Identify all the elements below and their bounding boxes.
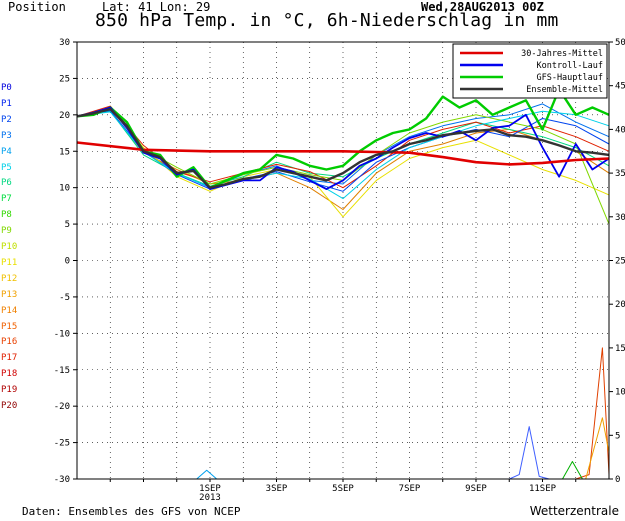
member-label: P10 <box>1 242 18 252</box>
run-date: Wed,28AUG2013 00Z <box>421 0 544 14</box>
series-precip-spike-4 <box>562 461 583 480</box>
member-label: P6 <box>1 178 12 189</box>
legend: 30-Jahres-Mittel Kontroll-Lauf GFS-Hauptla… <box>452 43 608 99</box>
y-tick-label-left: 0 <box>65 257 70 267</box>
member-label: P2 <box>1 114 12 125</box>
legend-label: Ensemble-Mittel <box>526 85 603 95</box>
legend-label: 30-Jahres-Mittel <box>521 49 603 59</box>
y-tick-label-right: 30 <box>615 213 625 223</box>
y-tick-label-left: 15 <box>59 147 70 157</box>
series-precip-spike-3 <box>585 417 610 480</box>
member-label: P16 <box>1 337 18 348</box>
x-tick-label: 5SEP <box>332 484 354 494</box>
x-tick-label: 11SEP <box>529 484 557 494</box>
member-label: P18 <box>1 369 18 380</box>
y-tick-label-left: -15 <box>54 366 70 376</box>
data-source: Daten: Ensembles des GFS von NCEP <box>22 505 241 518</box>
y-tick-label-right: 40 <box>615 125 625 135</box>
member-label: P8 <box>1 210 12 221</box>
x-tick-label: 9SEP <box>465 484 487 494</box>
position-label: Position <box>8 0 66 14</box>
y-tick-label-right: 25 <box>615 257 625 267</box>
series-precip-spike-2 <box>575 347 610 480</box>
y-tick-label-left: 25 <box>59 74 70 84</box>
y-tick-label-left: 20 <box>59 111 70 121</box>
series-30-jahres-mittel <box>76 141 610 166</box>
series-precip-small <box>196 469 218 480</box>
y-tick-label-left: -25 <box>54 439 70 449</box>
member-label: P17 <box>1 353 18 364</box>
member-label: P11 <box>1 257 18 268</box>
series-member-a <box>76 103 610 189</box>
y-tick-label-right: 5 <box>615 431 620 441</box>
series-member-e <box>76 105 610 189</box>
series-ensemble-mittel <box>76 107 610 189</box>
y-tick-label-left: -5 <box>59 293 70 303</box>
legend-label: GFS-Hauptlauf <box>536 73 603 83</box>
member-label: P5 <box>1 162 12 173</box>
member-label: P20 <box>1 401 18 411</box>
y-tick-label-right: 10 <box>615 388 625 398</box>
brand: Wetterzentrale <box>529 504 619 518</box>
y-tick-label-left: 5 <box>65 220 70 230</box>
y-tick-label-left: -20 <box>54 402 70 412</box>
member-label: P15 <box>1 321 18 332</box>
axes: 302520151050-5-10-15-20-25-3050454035302… <box>54 38 625 503</box>
member-label: P9 <box>1 226 12 237</box>
y-tick-label-right: 45 <box>615 82 625 92</box>
x-tick-label: 3SEP <box>266 484 288 494</box>
member-label: P13 <box>1 289 18 300</box>
series-member-h <box>76 110 610 200</box>
legend-label: Kontroll-Lauf <box>536 61 603 71</box>
x-tick-label: 1SEP <box>199 484 221 494</box>
y-tick-label-right: 50 <box>615 38 625 48</box>
x-tick-label: 7SEP <box>399 484 421 494</box>
member-label: P7 <box>1 194 12 205</box>
member-label: P0 <box>1 83 12 93</box>
y-tick-label-left: 30 <box>59 38 70 48</box>
y-tick-label-right: 20 <box>615 300 625 310</box>
y-tick-label-left: -10 <box>54 329 70 339</box>
member-label: P1 <box>1 98 12 109</box>
lat-lon: Lat: 41 Lon: 29 <box>102 0 211 14</box>
y-tick-label-left: 10 <box>59 184 70 194</box>
y-tick-label-right: 35 <box>615 169 625 179</box>
y-tick-label-left: -30 <box>54 475 70 485</box>
member-label: P12 <box>1 273 18 284</box>
chart-title: 850 hPa Temp. in °C, 6h-Niederschlag in … <box>95 10 559 31</box>
y-tick-label-right: 0 <box>615 475 620 485</box>
member-label: P4 <box>1 146 12 157</box>
member-label: P3 <box>1 130 12 141</box>
x-tick-sublabel: 2013 <box>199 493 221 503</box>
y-tick-label-right: 15 <box>615 344 625 354</box>
series-group <box>76 88 610 480</box>
series-precip-spike-1 <box>509 426 550 480</box>
member-label: P14 <box>1 305 18 316</box>
member-label: P19 <box>1 385 18 396</box>
